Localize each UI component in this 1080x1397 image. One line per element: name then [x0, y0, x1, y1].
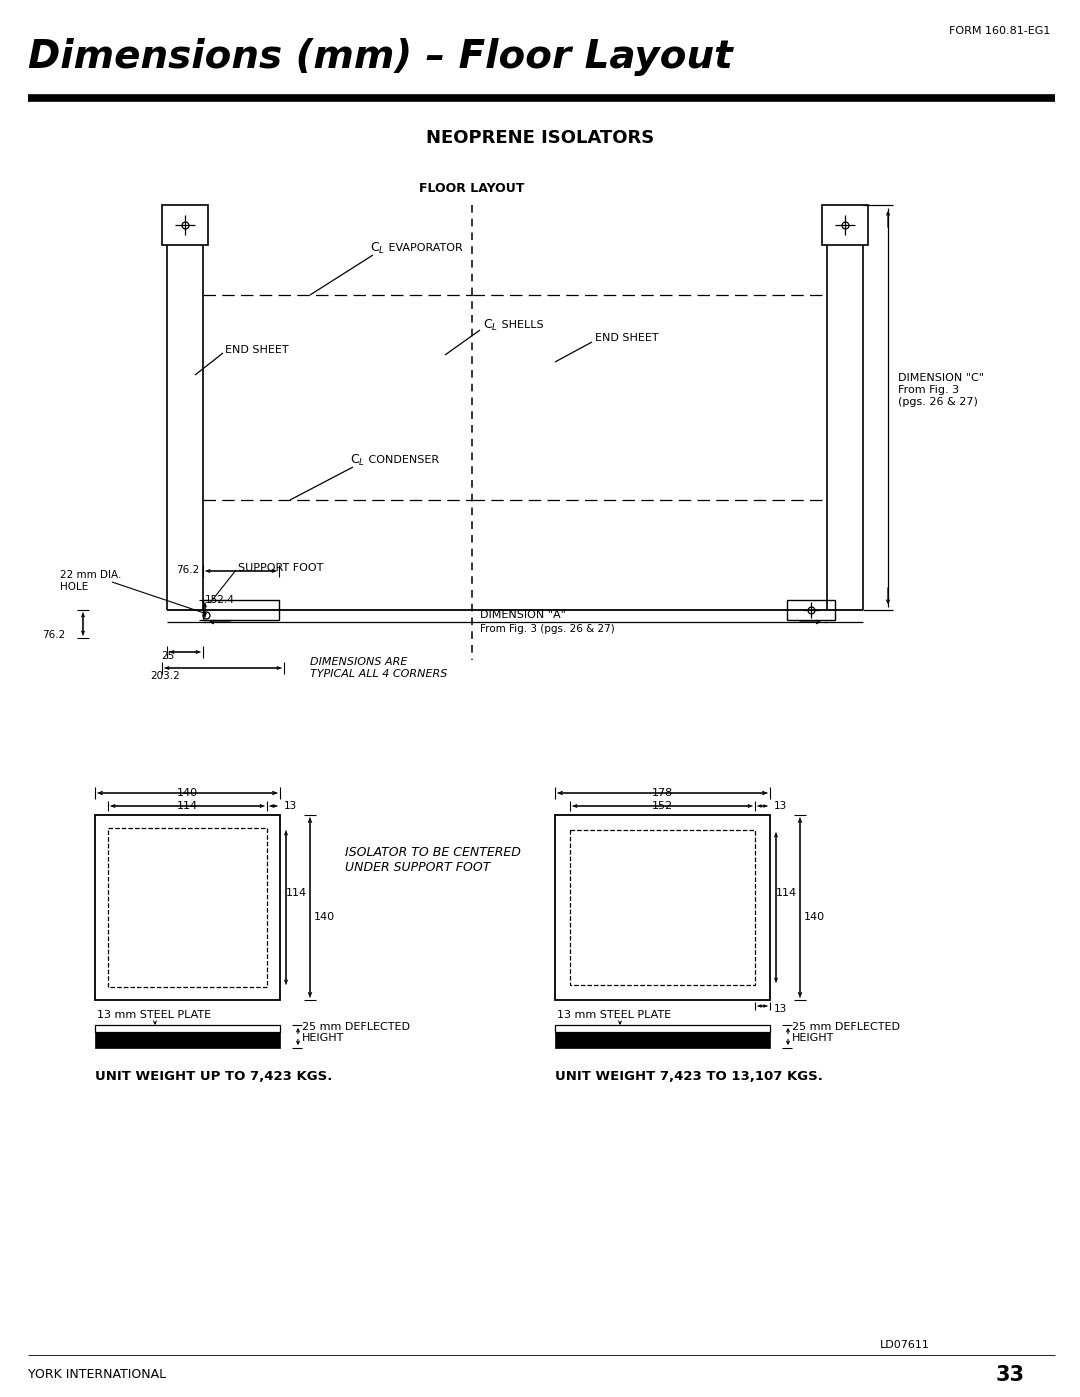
Text: EVAPORATOR: EVAPORATOR: [384, 243, 462, 253]
Text: 152.4: 152.4: [205, 595, 234, 605]
Text: 13: 13: [284, 800, 297, 812]
Text: SUPPORT FOOT: SUPPORT FOOT: [238, 563, 323, 573]
Bar: [570, 830, 755, 985]
Text: 114: 114: [777, 887, 797, 897]
Text: UNIT WEIGHT UP TO 7,423 KGS.: UNIT WEIGHT UP TO 7,423 KGS.: [95, 1070, 333, 1083]
Text: From Fig. 3 (pgs. 26 & 27): From Fig. 3 (pgs. 26 & 27): [480, 624, 615, 634]
Bar: [822, 205, 868, 244]
Bar: [95, 1025, 280, 1032]
Bar: [203, 599, 279, 620]
Bar: [108, 828, 267, 988]
Text: 13 mm STEEL PLATE: 13 mm STEEL PLATE: [97, 1010, 211, 1020]
Text: 25 mm DEFLECTED
HEIGHT: 25 mm DEFLECTED HEIGHT: [302, 1021, 410, 1044]
Text: YORK INTERNATIONAL: YORK INTERNATIONAL: [28, 1369, 166, 1382]
Text: 140: 140: [804, 912, 825, 922]
Bar: [555, 1032, 770, 1048]
Text: 114: 114: [177, 800, 198, 812]
Text: NEOPRENE ISOLATORS: NEOPRENE ISOLATORS: [426, 129, 654, 147]
Bar: [787, 599, 835, 620]
Text: 140: 140: [314, 912, 335, 922]
Text: $\mathdefault{C}_L$: $\mathdefault{C}_L$: [370, 240, 386, 256]
Text: 76.2: 76.2: [42, 630, 65, 640]
Text: DIMENSION "C"
From Fig. 3
(pgs. 26 & 27): DIMENSION "C" From Fig. 3 (pgs. 26 & 27): [897, 373, 984, 407]
Text: FLOOR LAYOUT: FLOOR LAYOUT: [419, 182, 525, 194]
Text: DIMENSION "A": DIMENSION "A": [480, 610, 566, 620]
Text: 33: 33: [996, 1365, 1025, 1384]
Bar: [95, 814, 280, 1000]
Text: HOLE: HOLE: [60, 583, 89, 592]
Text: END SHEET: END SHEET: [225, 345, 288, 355]
Text: 114: 114: [286, 887, 307, 897]
Bar: [162, 205, 208, 244]
Text: LD07611: LD07611: [880, 1340, 930, 1350]
Text: $\mathdefault{C}_L$: $\mathdefault{C}_L$: [350, 453, 365, 468]
Text: 25: 25: [161, 651, 175, 661]
Text: END SHEET: END SHEET: [595, 332, 659, 344]
Bar: [555, 814, 770, 1000]
Text: 13: 13: [774, 1004, 787, 1014]
Text: 22 mm DIA.: 22 mm DIA.: [60, 570, 121, 580]
Text: DIMENSIONS ARE
TYPICAL ALL 4 CORNERS: DIMENSIONS ARE TYPICAL ALL 4 CORNERS: [310, 657, 447, 679]
Text: 152: 152: [652, 800, 673, 812]
Text: SHELLS: SHELLS: [498, 320, 543, 330]
Text: 76.2: 76.2: [176, 564, 199, 576]
Text: 13: 13: [774, 800, 787, 812]
Text: $\mathdefault{C}_L$: $\mathdefault{C}_L$: [483, 317, 498, 332]
Text: 178: 178: [652, 788, 673, 798]
Text: 25 mm DEFLECTED
HEIGHT: 25 mm DEFLECTED HEIGHT: [792, 1021, 900, 1044]
Text: ISOLATOR TO BE CENTERED
UNDER SUPPORT FOOT: ISOLATOR TO BE CENTERED UNDER SUPPORT FO…: [345, 847, 521, 875]
Text: 140: 140: [177, 788, 198, 798]
Text: 203.2: 203.2: [150, 671, 180, 680]
Text: FORM 160.81-EG1: FORM 160.81-EG1: [948, 27, 1050, 36]
Text: CONDENSER: CONDENSER: [365, 455, 440, 465]
Bar: [95, 1032, 280, 1048]
Bar: [555, 1025, 770, 1032]
Text: 13 mm STEEL PLATE: 13 mm STEEL PLATE: [557, 1010, 671, 1020]
Text: Dimensions (mm) – Floor Layout: Dimensions (mm) – Floor Layout: [28, 38, 732, 75]
Text: UNIT WEIGHT 7,423 TO 13,107 KGS.: UNIT WEIGHT 7,423 TO 13,107 KGS.: [555, 1070, 823, 1083]
